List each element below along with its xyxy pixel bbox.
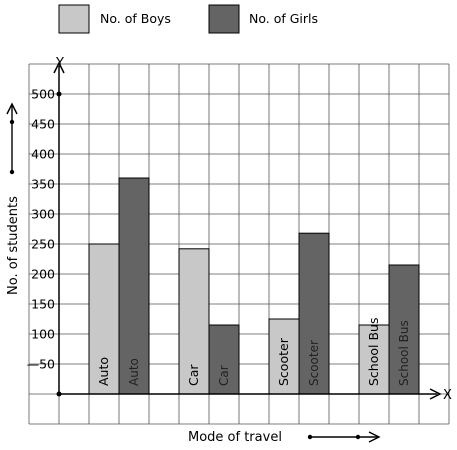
legend: No. of Boys No. of Girls bbox=[58, 4, 318, 34]
legend-swatch-girls bbox=[208, 4, 240, 34]
axes bbox=[53, 61, 442, 400]
bar-label: Auto bbox=[96, 357, 111, 386]
y-axis-letter: Y bbox=[55, 56, 64, 71]
y-axis-title: No. of students bbox=[6, 196, 21, 295]
y-tick-label: 200 bbox=[31, 267, 55, 282]
y-tick-label: 450 bbox=[31, 117, 55, 132]
bar-label: Car bbox=[186, 364, 201, 386]
y-tick-label: 400 bbox=[31, 147, 55, 162]
y-tick-label: 300 bbox=[31, 207, 55, 222]
y-tick-label: 150 bbox=[31, 297, 55, 312]
bar-label: School Bus bbox=[366, 318, 381, 386]
legend-label-boys: No. of Boys bbox=[100, 11, 171, 26]
legend-swatch-boys bbox=[58, 4, 90, 34]
bar-boys-auto bbox=[88, 243, 120, 395]
y-tick-label: 500 bbox=[31, 87, 55, 102]
bar-girls-scooter bbox=[298, 232, 330, 395]
y-tick-label: 100 bbox=[31, 327, 55, 342]
bar-label: Car bbox=[217, 365, 231, 386]
bars bbox=[88, 177, 420, 395]
y-axis-arrowhead bbox=[53, 61, 65, 74]
bar-label: Scooter bbox=[307, 340, 321, 386]
x-axis-title: Mode of travel bbox=[188, 430, 282, 445]
x-axis-letter: X bbox=[443, 388, 452, 403]
y-tick-label: 250 bbox=[31, 237, 55, 252]
x-axis-arrowhead bbox=[429, 388, 442, 400]
y-tick-labels: —50 100 150 200 250 300 350 400 450 500 bbox=[27, 87, 55, 372]
origin-dot bbox=[56, 391, 62, 397]
bar-label: School Bus bbox=[397, 320, 411, 386]
y-title-arrow bbox=[6, 102, 18, 175]
bar-label: Auto bbox=[127, 358, 141, 386]
bar-labels: Auto Auto Car Car Scooter Scooter School Bus Sc… bbox=[96, 318, 411, 386]
y-tick-label: 350 bbox=[31, 177, 55, 192]
bar-label: Scooter bbox=[276, 337, 291, 386]
x-title-arrow bbox=[307, 431, 381, 443]
bar-boys-scooter bbox=[268, 318, 300, 395]
bar-girls-school-bus bbox=[388, 264, 420, 395]
legend-label-girls: No. of Girls bbox=[249, 11, 318, 26]
y-tick-label: —50 bbox=[27, 357, 55, 372]
y-axis-dot bbox=[56, 91, 62, 97]
